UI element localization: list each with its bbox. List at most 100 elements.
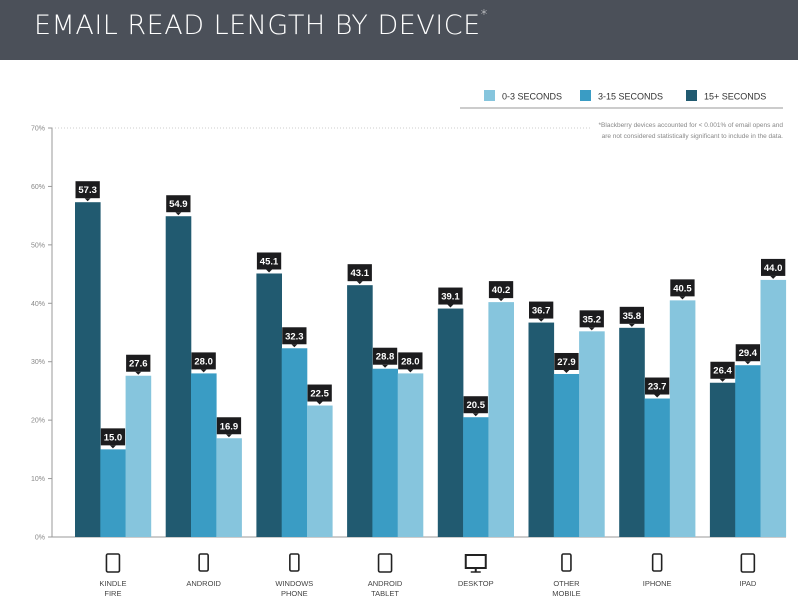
bar <box>553 373 580 537</box>
value-label-pointer <box>628 323 635 327</box>
category-label: TABLET <box>371 589 399 598</box>
value-label-box <box>307 384 332 402</box>
bar <box>307 405 333 537</box>
bar <box>528 322 555 537</box>
bar <box>256 273 282 537</box>
monitor-icon <box>464 554 487 569</box>
value-label: 35.2 <box>583 314 602 325</box>
value-label-box <box>670 279 695 297</box>
value-label: 44.0 <box>764 263 783 274</box>
y-tick-label: 40% <box>31 301 45 308</box>
value-label-pointer <box>84 198 91 202</box>
value-label: 45.1 <box>260 256 279 267</box>
value-label: 23.7 <box>648 382 667 393</box>
y-tick-label: 50% <box>31 242 45 249</box>
value-label-box <box>216 417 242 435</box>
value-label-box <box>488 281 514 299</box>
bar <box>281 348 308 537</box>
bar <box>619 327 645 537</box>
value-label-pointer <box>109 445 116 449</box>
bar <box>191 373 217 537</box>
bar <box>100 449 126 537</box>
footnote-text: *Blackberry devices accounted for < 0.00… <box>599 122 784 129</box>
bar <box>579 331 605 537</box>
bar <box>488 302 514 537</box>
tablet-icon <box>377 553 393 573</box>
value-label: 57.3 <box>78 185 97 196</box>
value-label-box <box>347 264 372 282</box>
category-label: ANDROID <box>186 579 221 588</box>
value-label-box <box>166 195 191 213</box>
bar <box>760 279 787 537</box>
value-label-pointer <box>654 394 661 398</box>
value-label-box <box>761 258 786 276</box>
title-footnote-mark: * <box>480 8 488 23</box>
category-label: WINDOWS <box>275 579 313 588</box>
value-label: 22.5 <box>310 389 329 400</box>
value-label: 35.8 <box>623 311 642 322</box>
y-tick-label: 60% <box>31 184 45 191</box>
category-label: MOBILE <box>552 589 580 598</box>
value-label: 26.4 <box>713 366 732 377</box>
value-label-box <box>398 352 423 370</box>
value-label-box <box>282 327 307 345</box>
category-label: IPAD <box>739 579 757 588</box>
header-banner: EMAIL READ LENGTH BY DEVICE* <box>0 0 798 60</box>
category-label: KINDLE <box>99 579 126 588</box>
smartphone-icon <box>198 553 209 572</box>
value-label-pointer <box>291 344 298 348</box>
value-label: 27.6 <box>129 359 148 370</box>
bar <box>165 216 192 537</box>
value-label-pointer <box>563 369 570 373</box>
value-label: 40.5 <box>673 283 692 294</box>
value-label: 28.0 <box>401 356 420 367</box>
value-label-box <box>100 428 126 446</box>
value-label-pointer <box>447 304 454 308</box>
value-label-pointer <box>200 369 207 373</box>
value-label: 28.8 <box>376 352 395 363</box>
bar <box>644 398 671 537</box>
smartphone-icon <box>651 553 663 572</box>
value-label-box <box>126 354 151 372</box>
value-label-pointer <box>719 378 726 382</box>
value-label: 32.3 <box>285 331 304 342</box>
value-label-pointer <box>770 275 777 279</box>
bar <box>669 300 696 537</box>
y-tick-label: 70% <box>31 126 45 133</box>
value-label-box <box>554 352 579 370</box>
tablet-icon <box>105 553 121 573</box>
chart-title: EMAIL READ LENGTH BY DEVICE* <box>34 8 488 41</box>
value-label-pointer <box>266 269 273 273</box>
value-label-pointer <box>538 318 545 322</box>
y-tick-label: 0% <box>35 535 45 542</box>
chart-title-text: EMAIL READ LENGTH BY DEVICE <box>34 10 481 41</box>
value-label-pointer <box>225 434 232 438</box>
value-label-box <box>710 361 735 379</box>
value-label: 36.7 <box>532 306 551 317</box>
legend-swatch <box>580 90 591 101</box>
value-label: 15.0 <box>104 432 123 443</box>
legend-swatch <box>686 90 697 101</box>
value-label: 27.9 <box>557 357 576 368</box>
value-label-box <box>529 301 554 319</box>
value-label-pointer <box>498 298 505 302</box>
smartphone-icon <box>561 553 572 572</box>
value-label-box <box>191 352 216 370</box>
bar <box>397 373 424 537</box>
value-label-box <box>579 310 604 328</box>
bar <box>735 365 761 537</box>
category-label: FIRE <box>104 589 121 598</box>
value-label: 28.0 <box>194 356 213 367</box>
value-label-pointer <box>679 296 686 300</box>
bar <box>463 417 489 537</box>
value-label-pointer <box>472 413 479 417</box>
value-label-pointer <box>382 364 389 368</box>
bar <box>709 382 736 537</box>
y-tick-label: 10% <box>31 476 45 483</box>
value-label: 40.2 <box>492 285 511 296</box>
footnote-text: are not considered statistically signifi… <box>602 133 784 140</box>
value-label-box <box>256 252 282 270</box>
smartphone-icon <box>289 553 300 572</box>
tablet-icon <box>740 553 756 573</box>
